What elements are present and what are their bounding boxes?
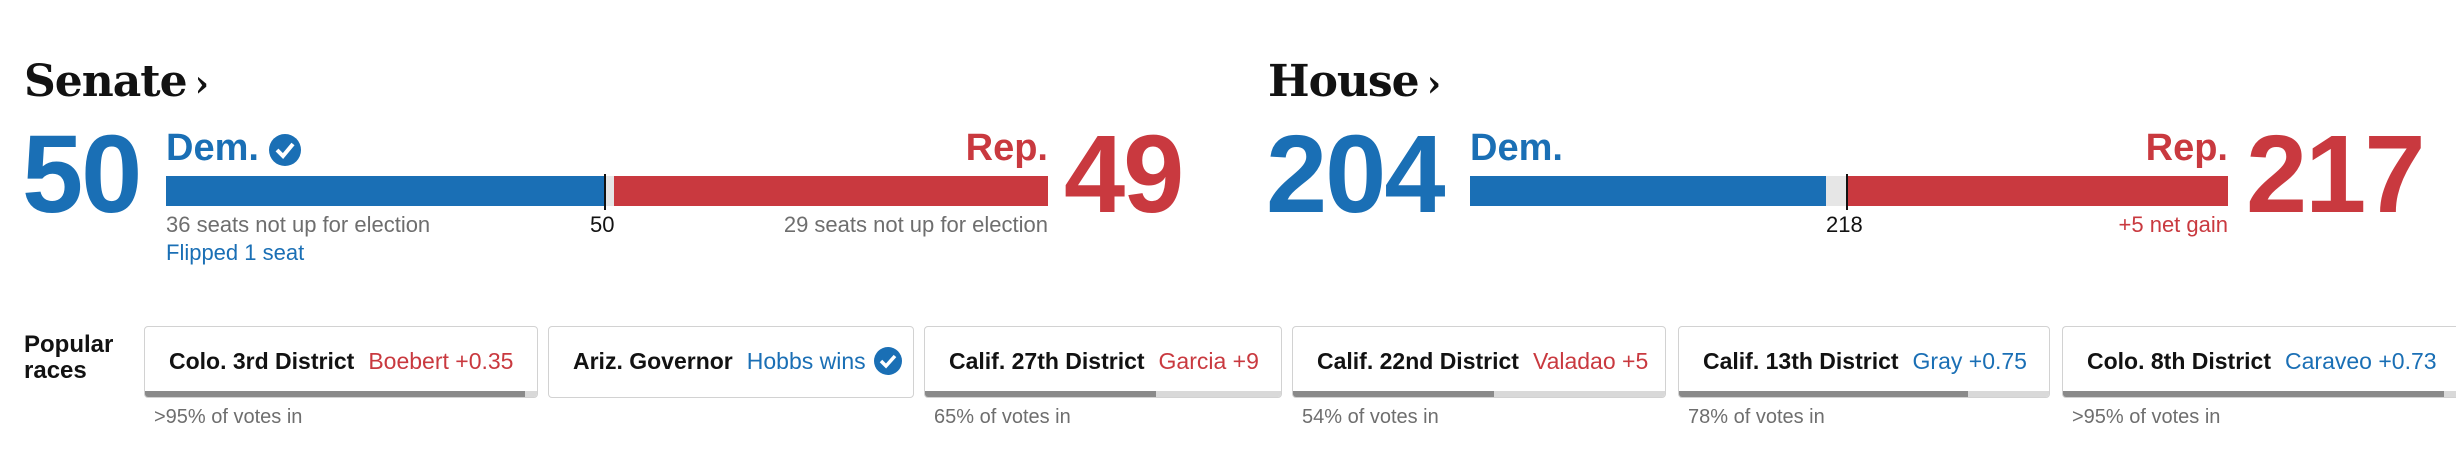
house-heading: House	[1268, 56, 1420, 107]
senate-rep-label: Rep.	[965, 127, 1048, 169]
senate-dem-seat-count: 50	[22, 113, 142, 236]
race-card-calif-27th[interactable]: Calif. 27th District Garcia +9	[924, 326, 1282, 398]
senate-heading-link[interactable]: Senate ›	[24, 56, 209, 107]
race-status: Hobbs wins	[746, 347, 866, 374]
race-name: Calif. 22nd District	[1317, 347, 1519, 374]
race-status: Boebert +0.35	[368, 347, 514, 374]
chevron-right-icon: ›	[1426, 63, 1441, 105]
check-circle-icon	[269, 133, 302, 166]
house-rep-label: Rep.	[2145, 127, 2228, 169]
popular-races-label: Popular races	[24, 332, 113, 384]
race-status: Caraveo +0.73	[2285, 347, 2437, 374]
senate-dem-label: Dem.	[166, 127, 302, 169]
race-card-colo-3rd[interactable]: Colo. 3rd District Boebert +0.35	[144, 326, 538, 398]
senate-dem-bar	[166, 176, 604, 206]
popular-label-line2: races	[24, 357, 87, 384]
check-circle-icon	[873, 347, 902, 375]
house-undecided-bar	[1826, 176, 1846, 206]
senate-dem-label-text: Dem.	[166, 127, 259, 169]
race-name: Colo. 3rd District	[169, 347, 355, 374]
house-rep-seat-count: 217	[2246, 113, 2426, 236]
race-note: 65% of votes in	[934, 406, 1071, 428]
race-note: >95% of votes in	[2072, 406, 2221, 428]
house-heading-link[interactable]: House ›	[1268, 56, 1441, 107]
race-card-calif-22nd[interactable]: Calif. 22nd District Valadao +5	[1292, 326, 1666, 398]
race-name: Colo. 8th District	[2087, 347, 2272, 374]
senate-rep-note: 29 seats not up for election	[783, 212, 1048, 237]
house-majority-tick	[1846, 174, 1848, 210]
race-note: >95% of votes in	[154, 406, 303, 428]
senate-majority-tick	[604, 174, 606, 210]
race-status: Garcia +9	[1158, 347, 1259, 374]
house-rep-bar	[1848, 176, 2228, 206]
race-note: 78% of votes in	[1688, 406, 1825, 428]
senate-majority-label: 50	[590, 212, 615, 237]
race-card-colo-8th[interactable]: Colo. 8th District Caraveo +0.73	[2062, 326, 2456, 398]
senate-rep-bar	[614, 176, 1048, 206]
reporting-bar	[1293, 391, 1665, 397]
chevron-right-icon: ›	[194, 63, 209, 105]
senate-dem-note: 36 seats not up for election	[166, 212, 431, 237]
reporting-bar	[145, 391, 537, 397]
senate-rep-seat-count: 49	[1064, 113, 1184, 236]
race-status: Valadao +5	[1532, 347, 1649, 374]
house-dem-bar	[1470, 176, 1826, 206]
race-note: 54% of votes in	[1302, 406, 1439, 428]
race-status: Gray +0.75	[1912, 347, 2027, 374]
senate-flipped-note: Flipped 1 seat	[166, 240, 305, 265]
race-name: Ariz. Governor	[573, 347, 733, 374]
race-card-calif-13th[interactable]: Calif. 13th District Gray +0.75	[1678, 326, 2050, 398]
reporting-bar	[1679, 391, 2049, 397]
house-net-gain-note: +5 net gain	[2118, 212, 2228, 237]
race-name: Calif. 27th District	[949, 347, 1145, 374]
house-dem-seat-count: 204	[1266, 113, 1446, 236]
senate-undecided-bar	[606, 176, 614, 206]
race-name: Calif. 13th District	[1703, 347, 1899, 374]
race-card-ariz-governor[interactable]: Ariz. Governor Hobbs wins	[548, 326, 914, 398]
reporting-bar	[925, 391, 1281, 397]
popular-label-line1: Popular	[24, 331, 114, 358]
house-majority-label: 218	[1826, 212, 1863, 237]
house-dem-label: Dem.	[1470, 127, 1563, 169]
senate-heading: Senate	[24, 56, 188, 107]
reporting-bar	[2063, 391, 2456, 397]
